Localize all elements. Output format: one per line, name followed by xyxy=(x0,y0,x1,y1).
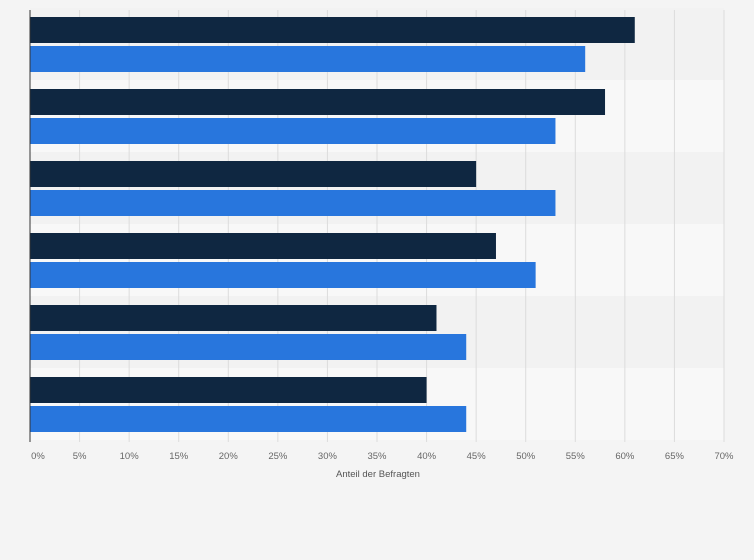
x-tick-label: 60% xyxy=(615,451,635,462)
x-tick-label: 55% xyxy=(566,451,586,462)
bar xyxy=(30,46,586,72)
x-tick-label: 50% xyxy=(516,451,536,462)
bar xyxy=(30,17,635,43)
x-tick-label: 30% xyxy=(318,451,338,462)
bar xyxy=(30,334,467,360)
bar xyxy=(30,89,606,115)
x-tick-label: 25% xyxy=(268,451,288,462)
bar xyxy=(30,190,556,216)
bar xyxy=(30,233,496,259)
bar xyxy=(30,118,556,144)
bar xyxy=(30,406,467,432)
x-tick-label: 0% xyxy=(31,451,45,462)
x-tick-label: 45% xyxy=(467,451,487,462)
x-tick-label: 5% xyxy=(73,451,87,462)
x-axis-title: Anteil der Befragten xyxy=(336,469,420,480)
bars xyxy=(30,17,635,432)
x-tick-label: 20% xyxy=(219,451,239,462)
bar xyxy=(30,305,437,331)
bar xyxy=(30,377,427,403)
gridlines xyxy=(79,10,725,442)
x-tick-label: 15% xyxy=(169,451,189,462)
x-tick-label: 10% xyxy=(120,451,140,462)
x-tick-label: 40% xyxy=(417,451,437,462)
x-tick-label: 65% xyxy=(665,451,685,462)
bar xyxy=(30,262,536,288)
x-tick-label: 35% xyxy=(367,451,387,462)
bar xyxy=(30,161,477,187)
x-tick-labels: 0% 5% 10% 15% 20% 25% 30% 35% 40% 45% 50% 55% 60% 65%… xyxy=(31,451,734,462)
x-tick-label: 70% xyxy=(714,451,734,462)
